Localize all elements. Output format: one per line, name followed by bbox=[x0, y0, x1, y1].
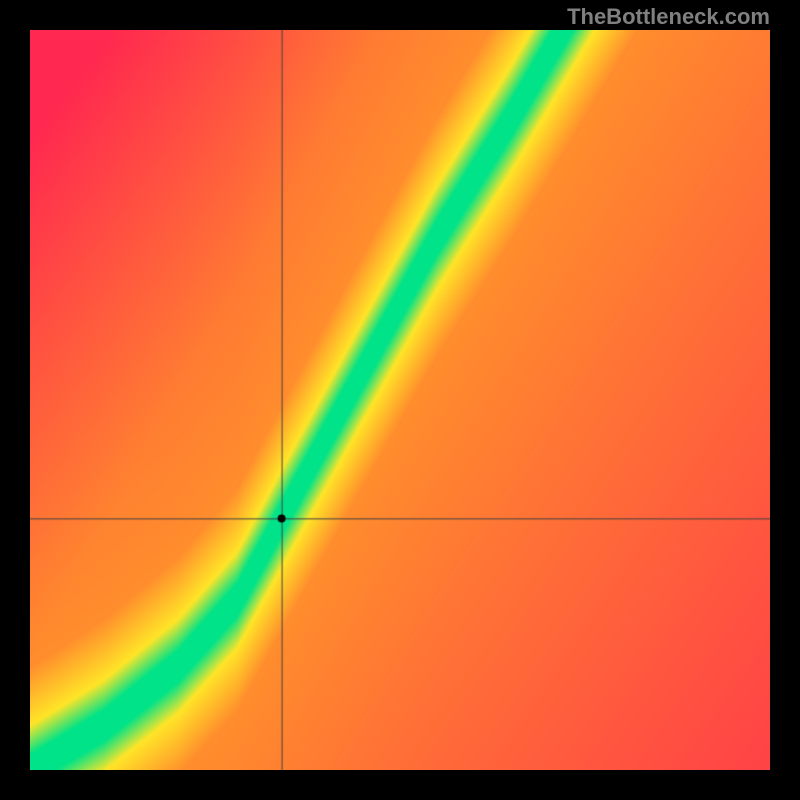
heatmap-canvas bbox=[30, 30, 770, 770]
plot-area bbox=[30, 30, 770, 770]
chart-frame: TheBottleneck.com bbox=[0, 0, 800, 800]
watermark-text: TheBottleneck.com bbox=[567, 4, 770, 30]
